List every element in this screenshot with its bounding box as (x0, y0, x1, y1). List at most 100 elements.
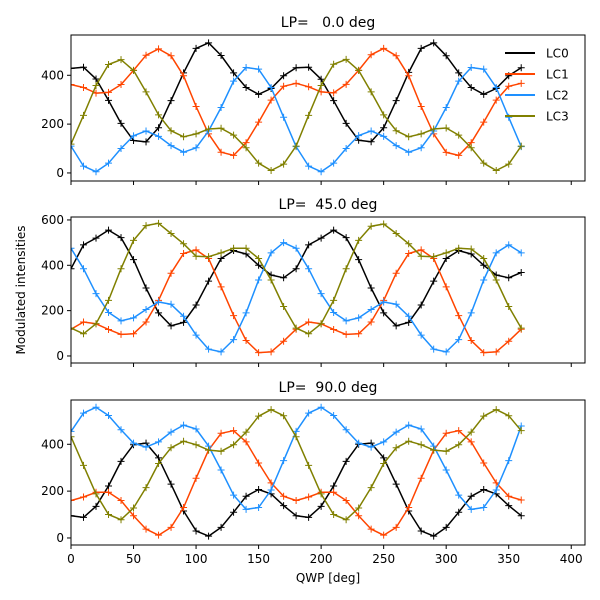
data-point-LC3 (442, 249, 450, 257)
data-point-LC1 (80, 318, 88, 326)
data-point-LC0 (292, 512, 300, 520)
y-tick-label: 0 (56, 349, 64, 363)
data-point-LC3 (292, 433, 300, 441)
data-point-LC2 (230, 491, 238, 499)
data-point-LC2 (442, 466, 450, 474)
data-point-LC2 (430, 345, 438, 353)
data-point-LC0 (317, 502, 325, 510)
data-point-LC1 (167, 269, 175, 277)
data-point-LC1 (305, 83, 313, 91)
data-point-LC2 (317, 168, 325, 176)
data-point-LC3 (455, 244, 463, 252)
data-point-LC2 (155, 298, 163, 306)
data-point-LC2 (80, 265, 88, 273)
data-point-LC0 (142, 284, 150, 292)
data-point-LC1 (192, 474, 200, 482)
data-point-LC2 (342, 145, 350, 153)
data-point-LC0 (505, 502, 513, 510)
data-point-LC0 (417, 44, 425, 52)
data-point-LC2 (467, 309, 475, 317)
data-point-LC2 (71, 427, 75, 435)
legend-label-LC2: LC2 (546, 89, 569, 103)
subplot-title: LP= 0.0 deg (281, 15, 375, 31)
data-point-LC1 (455, 427, 463, 435)
data-point-LC2 (380, 298, 388, 306)
axes-frame (70, 399, 586, 546)
data-point-LC2 (380, 438, 388, 446)
data-point-LC2 (392, 300, 400, 308)
data-point-LC3 (505, 412, 513, 420)
x-axis-label: QWP [deg] (296, 571, 360, 585)
data-point-LC1 (217, 283, 225, 291)
x-tick-label: 300 (435, 552, 458, 566)
data-point-LC2 (342, 317, 350, 325)
data-point-LC2 (317, 403, 325, 411)
data-point-LC1 (480, 459, 488, 467)
data-point-LC3 (117, 516, 125, 524)
data-point-LC2 (242, 63, 250, 71)
data-point-LC3 (192, 130, 200, 138)
data-point-LC1 (355, 330, 363, 338)
data-point-LC3 (255, 159, 263, 167)
data-point-LC3 (367, 484, 375, 492)
subplot-0: LP= 0.0 deg 0 200 400 LC0 LC1 LC2 LC3 (41, 15, 586, 185)
data-point-LC3 (430, 446, 438, 454)
data-point-LC1 (492, 96, 500, 104)
data-point-LC0 (342, 457, 350, 465)
data-point-LC1 (192, 103, 200, 111)
data-point-LC1 (480, 349, 488, 357)
subplot-title: LP= 90.0 deg (279, 380, 378, 396)
data-point-LC1 (71, 496, 75, 504)
data-point-LC1 (180, 250, 188, 257)
data-point-LC2 (442, 348, 450, 356)
data-point-LC0 (142, 138, 150, 146)
data-point-LC3 (342, 55, 350, 63)
data-point-LC3 (92, 490, 100, 498)
data-point-LC3 (517, 427, 525, 435)
y-tick-label: 400 (41, 68, 64, 82)
data-point-LC0 (392, 322, 400, 330)
data-point-LC3 (392, 127, 400, 135)
data-point-LC2 (417, 144, 425, 152)
data-point-LC2 (92, 403, 100, 411)
data-point-LC2 (330, 159, 338, 167)
data-point-LC1 (330, 325, 338, 333)
data-point-LC0 (117, 457, 125, 465)
data-point-LC2 (355, 439, 363, 447)
data-point-LC1 (117, 496, 125, 504)
data-point-LC3 (242, 428, 250, 436)
data-point-LC1 (455, 312, 463, 320)
data-point-LC0 (105, 482, 113, 490)
data-point-LC3 (255, 254, 263, 262)
data-point-LC1 (342, 330, 350, 338)
data-point-LC0 (480, 90, 488, 98)
data-point-LC1 (392, 52, 400, 60)
data-point-LC3 (317, 490, 325, 498)
data-point-LC0 (305, 63, 313, 71)
data-point-LC1 (342, 80, 350, 88)
data-point-LC1 (217, 429, 225, 437)
data-point-LC2 (355, 314, 363, 322)
data-point-LC0 (367, 138, 375, 146)
data-point-LC2 (267, 249, 275, 257)
data-point-LC2 (242, 309, 250, 317)
data-point-LC3 (242, 244, 250, 252)
data-point-LC1 (71, 81, 75, 89)
data-point-LC3 (167, 444, 175, 452)
data-point-LC0 (417, 301, 425, 309)
data-point-LC2 (105, 159, 113, 167)
data-point-LC2 (80, 162, 88, 170)
data-point-LC2 (267, 486, 275, 494)
data-point-LC3 (92, 320, 100, 328)
data-point-LC0 (442, 52, 450, 60)
data-point-LC3 (492, 276, 500, 284)
data-point-LC0 (305, 241, 313, 249)
data-point-LC1 (505, 492, 513, 500)
data-point-LC2 (155, 132, 163, 140)
data-point-LC3 (105, 296, 113, 304)
data-point-LC2 (92, 168, 100, 176)
data-point-LC3 (292, 142, 300, 150)
data-point-LC3 (71, 140, 75, 148)
data-point-LC2 (180, 312, 188, 320)
data-point-LC3 (305, 461, 313, 469)
